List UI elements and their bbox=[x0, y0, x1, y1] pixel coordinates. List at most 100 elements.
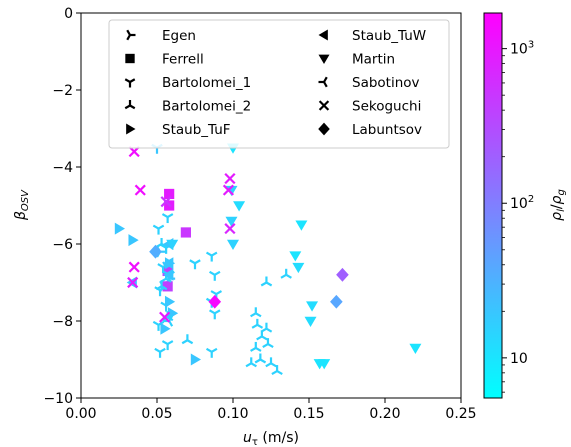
point-martin-9 bbox=[304, 316, 317, 327]
point-bartolomei_1-16 bbox=[205, 347, 218, 358]
x-tick-label-4: 0.20 bbox=[369, 406, 400, 422]
colorbar-tick-label-2: 103 bbox=[510, 40, 534, 58]
x-axis-label-main: u bbox=[243, 430, 252, 446]
point-sekoguchi-4 bbox=[159, 311, 171, 323]
point-ferrell-2 bbox=[180, 227, 191, 238]
point-ferrell-0 bbox=[164, 188, 175, 200]
data-points bbox=[114, 143, 422, 376]
point-labuntsov-2 bbox=[336, 267, 349, 282]
legend-label-sabotinov: Sabotinov bbox=[352, 75, 420, 91]
point-staub_tuf-5 bbox=[160, 322, 171, 335]
point-labuntsov-3 bbox=[330, 294, 343, 309]
colorbar-ticks: 10 102 103 bbox=[502, 40, 534, 393]
point-bartolomei_2-2 bbox=[155, 280, 168, 291]
x-tick-label-5: 0.25 bbox=[445, 406, 476, 422]
point-bartolomei_2-15 bbox=[260, 276, 273, 287]
legend-item-sabotinov: Sabotinov bbox=[318, 75, 420, 91]
point-sekoguchi-8 bbox=[160, 196, 172, 208]
legend-label-bartolomei_1: Bartolomei_1 bbox=[162, 75, 251, 91]
legend-label-staub_tuf: Staub_TuF bbox=[162, 122, 231, 138]
legend-label-labuntsov: Labuntsov bbox=[352, 122, 422, 138]
legend-item-staub_tuw: Staub_TuW bbox=[318, 28, 426, 44]
point-martin-1 bbox=[225, 185, 238, 197]
y-tick-label-0: 0 bbox=[64, 6, 73, 22]
point-martin-11 bbox=[318, 359, 331, 370]
point-bartolomei_1-12 bbox=[209, 270, 221, 281]
legend-item-ferrell: Ferrell bbox=[125, 52, 204, 68]
point-bartolomei_1-1 bbox=[161, 213, 174, 224]
x-tick-label-2: 0.10 bbox=[217, 406, 248, 422]
legend-marker-sekoguchi bbox=[318, 100, 330, 111]
x-axis-label-unit: (m/s) bbox=[258, 430, 299, 446]
legend-label-martin: Martin bbox=[352, 52, 395, 68]
legend-label-ferrell: Ferrell bbox=[162, 52, 204, 68]
point-labuntsov-0 bbox=[149, 244, 162, 259]
point-sekoguchi-6 bbox=[222, 184, 235, 196]
legend-marker-egen bbox=[126, 29, 136, 41]
point-martin-6 bbox=[289, 251, 302, 262]
point-bartolomei_2-10 bbox=[245, 357, 257, 368]
legend-label-staub_tuw: Staub_TuW bbox=[352, 28, 426, 44]
point-martin-2 bbox=[233, 201, 246, 212]
y-tick-label-1: −2 bbox=[52, 83, 73, 99]
y-tick-label-3: −6 bbox=[52, 237, 73, 253]
y-axis-label-sub: OSV bbox=[20, 189, 31, 211]
point-martin-12 bbox=[409, 343, 422, 354]
point-martin-7 bbox=[292, 262, 305, 274]
point-staub_tuf-3 bbox=[164, 295, 176, 308]
point-bartolomei_2-16 bbox=[280, 268, 292, 279]
colorbar-tick-label-1: 102 bbox=[510, 194, 534, 212]
x-axis-ticks: 0.00 0.05 0.10 0.15 0.20 0.25 bbox=[65, 398, 477, 422]
colorbar-label: ρl/ρg bbox=[549, 189, 567, 221]
y-axis-label: βOSV bbox=[13, 189, 31, 221]
y-axis-ticks: 0 −2 −4 −6 −8 −10 bbox=[43, 6, 81, 407]
point-martin-8 bbox=[306, 301, 319, 312]
legend-item-bartolomei_1: Bartolomei_1 bbox=[124, 75, 251, 91]
point-bartolomei_2-13 bbox=[265, 357, 277, 368]
point-martin-4 bbox=[227, 239, 239, 250]
colorbar-label-main-2: ρ bbox=[549, 195, 565, 204]
point-bartolomei_1-15 bbox=[209, 309, 221, 320]
x-axis-label: uτ (m/s) bbox=[243, 430, 299, 447]
point-bartolomei_1-11 bbox=[205, 251, 218, 262]
point-martin-13 bbox=[166, 239, 179, 250]
colorbar-label-main-1: ρ bbox=[549, 212, 565, 221]
point-bartolomei_2-14 bbox=[271, 365, 283, 376]
x-tick-label-0: 0.00 bbox=[65, 406, 96, 422]
plot-frame bbox=[80, 12, 462, 399]
x-tick-label-1: 0.05 bbox=[141, 406, 172, 422]
legend: Egen Ferrell Bartolomei_1 Bartolomei_2 Staub… bbox=[124, 28, 426, 138]
legend-item-sekoguchi: Sekoguchi bbox=[318, 99, 421, 115]
point-sekoguchi-7 bbox=[224, 223, 236, 235]
point-martin-3 bbox=[225, 216, 238, 227]
legend-marker-bartolomei_1 bbox=[124, 78, 136, 88]
point-bartolomei_1-10 bbox=[154, 347, 166, 358]
colorbar bbox=[483, 12, 503, 399]
y-tick-label-4: −8 bbox=[52, 314, 73, 330]
point-bartolomei_2-12 bbox=[262, 338, 274, 349]
point-staub_tuf-6 bbox=[190, 353, 201, 366]
legend-marker-ferrell bbox=[125, 53, 135, 64]
y-tick-label-2: −4 bbox=[52, 160, 73, 176]
colorbar-label-slash: / bbox=[549, 204, 565, 209]
point-bartolomei_1-17 bbox=[189, 259, 201, 270]
colorbar-label-sub-1: l bbox=[556, 209, 567, 212]
point-bartolomei_2-5 bbox=[250, 307, 262, 318]
colorbar-tick-label-0: 10 bbox=[510, 351, 528, 367]
legend-marker-martin bbox=[318, 54, 330, 64]
y-axis-label-main: β bbox=[13, 211, 29, 221]
point-staub_tuw-2 bbox=[163, 268, 174, 281]
point-sekoguchi-2 bbox=[128, 261, 140, 273]
x-tick-label-3: 0.15 bbox=[293, 406, 324, 422]
point-sekoguchi-3 bbox=[127, 276, 139, 289]
colorbar-label-sub-2: g bbox=[556, 189, 567, 195]
point-ferrell-3 bbox=[162, 265, 173, 277]
y-tick-label-5: −10 bbox=[43, 391, 73, 407]
point-bartolomei_1-9 bbox=[161, 340, 174, 351]
legend-item-egen: Egen bbox=[126, 28, 196, 44]
legend-marker-sabotinov bbox=[318, 76, 328, 88]
legend-item-labuntsov: Labuntsov bbox=[318, 122, 422, 138]
legend-item-martin: Martin bbox=[318, 52, 395, 68]
point-martin-5 bbox=[295, 220, 308, 231]
